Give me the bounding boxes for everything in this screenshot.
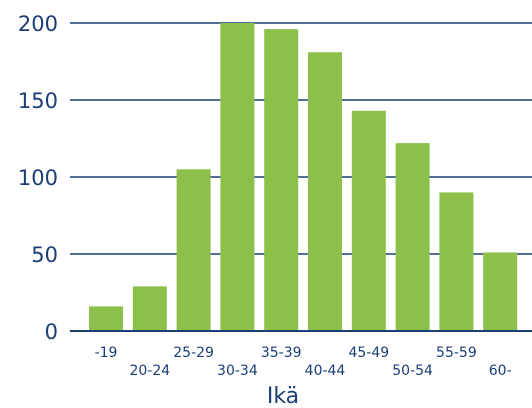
x-tick-label: 55-59 xyxy=(436,345,477,361)
y-tick-label: 50 xyxy=(31,243,58,267)
bar--19 xyxy=(89,306,123,331)
bars xyxy=(89,23,518,331)
bar-30-34 xyxy=(220,23,255,331)
x-tick-label: 50-54 xyxy=(392,363,433,379)
x-tick-label: 35-39 xyxy=(261,345,302,361)
y-axis-ticks: 0 50 100 150 200 xyxy=(18,12,58,344)
x-tick-label: 30-34 xyxy=(217,363,258,379)
bar-55-59 xyxy=(439,192,474,331)
x-tick-label: 60- xyxy=(489,363,512,379)
x-tick-label: 40-44 xyxy=(305,363,346,379)
x-tick-label: 20-24 xyxy=(129,363,170,379)
bar-45-49 xyxy=(351,110,386,331)
x-tick-label: -19 xyxy=(95,345,118,361)
x-tick-label: 45-49 xyxy=(348,345,389,361)
bar-35-39 xyxy=(264,29,299,331)
x-tick-label: 25-29 xyxy=(173,345,214,361)
bar-40-44 xyxy=(308,52,342,331)
x-axis-ticks: -19 20-2425-2930-3435-3940-4445-4950-5455… xyxy=(95,345,512,379)
y-tick-label: 0 xyxy=(45,320,58,344)
bar-50-54 xyxy=(395,143,430,331)
y-tick-label: 150 xyxy=(18,89,58,113)
y-tick-label: 200 xyxy=(18,12,58,36)
bar-25-29 xyxy=(176,169,211,331)
y-tick-label: 100 xyxy=(18,166,58,190)
bar-60- xyxy=(483,252,518,331)
x-axis-title: Ikä xyxy=(267,384,299,408)
bar-20-24 xyxy=(132,286,167,331)
